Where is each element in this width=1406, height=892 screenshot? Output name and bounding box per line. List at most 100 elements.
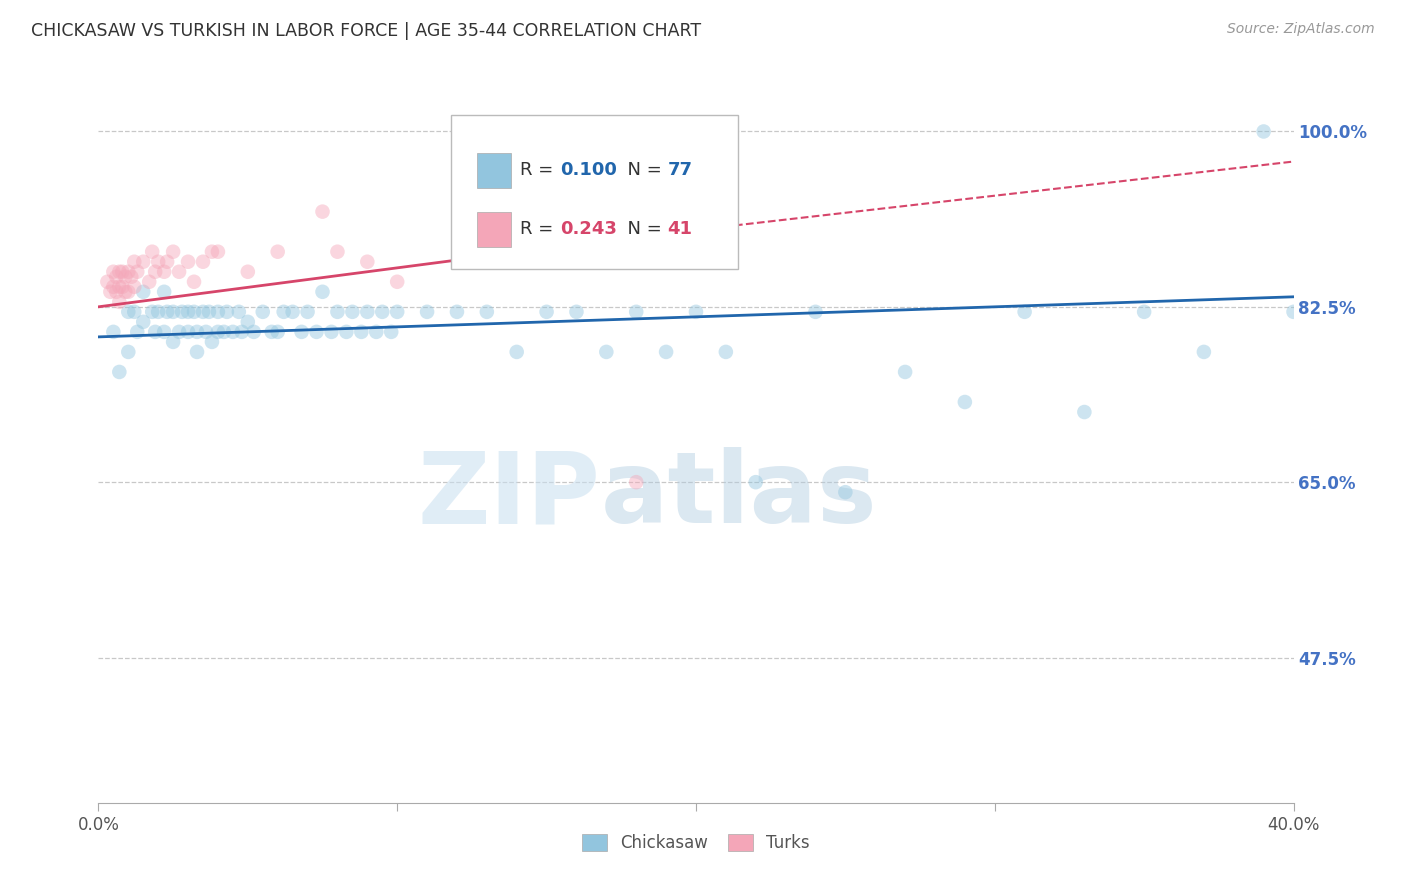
Point xyxy=(186,325,208,339)
Point xyxy=(305,325,328,339)
Point xyxy=(172,305,194,319)
Point xyxy=(132,285,155,299)
Point xyxy=(745,475,768,490)
Point xyxy=(506,345,529,359)
Point xyxy=(153,265,176,279)
Point xyxy=(117,345,139,359)
Point xyxy=(291,325,314,339)
Point xyxy=(108,265,131,279)
Point xyxy=(350,325,373,339)
Text: R =: R = xyxy=(520,219,560,237)
Text: 41: 41 xyxy=(668,219,692,237)
Point xyxy=(162,244,184,259)
Point xyxy=(183,305,205,319)
Point xyxy=(141,305,163,319)
Point xyxy=(143,265,166,279)
Point xyxy=(162,305,184,319)
Point xyxy=(475,124,498,138)
Point xyxy=(714,345,737,359)
Point xyxy=(167,265,190,279)
FancyBboxPatch shape xyxy=(477,153,510,188)
Point xyxy=(273,305,295,319)
Point xyxy=(201,334,224,349)
Point xyxy=(177,305,200,319)
Point xyxy=(105,285,128,299)
Point xyxy=(243,325,266,339)
Point xyxy=(143,325,166,339)
Point xyxy=(1014,305,1036,319)
Point xyxy=(117,285,139,299)
Point xyxy=(536,305,558,319)
Point xyxy=(162,334,184,349)
Point xyxy=(132,254,155,268)
Point xyxy=(103,265,125,279)
Point xyxy=(156,305,179,319)
Legend: Chickasaw, Turks: Chickasaw, Turks xyxy=(574,825,818,860)
Point xyxy=(1253,124,1275,138)
Point xyxy=(105,269,128,284)
Point xyxy=(108,365,131,379)
Point xyxy=(207,325,229,339)
Point xyxy=(156,254,179,268)
Point xyxy=(186,345,208,359)
Point xyxy=(326,244,349,259)
Point xyxy=(1282,305,1305,319)
Text: CHICKASAW VS TURKISH IN LABOR FORCE | AGE 35-44 CORRELATION CHART: CHICKASAW VS TURKISH IN LABOR FORCE | AG… xyxy=(31,22,702,40)
Point xyxy=(114,285,136,299)
Text: N =: N = xyxy=(616,161,668,179)
Point xyxy=(96,275,118,289)
Point xyxy=(153,325,176,339)
Point xyxy=(212,325,235,339)
Text: ZIP: ZIP xyxy=(418,447,600,544)
Point xyxy=(655,345,678,359)
Point xyxy=(894,365,917,379)
Point xyxy=(148,254,170,268)
Point xyxy=(177,325,200,339)
Point xyxy=(167,325,190,339)
Text: N =: N = xyxy=(616,219,668,237)
Point xyxy=(198,305,221,319)
Point xyxy=(120,269,142,284)
Point xyxy=(138,275,160,289)
Point xyxy=(342,305,364,319)
Text: R =: R = xyxy=(520,161,560,179)
Point xyxy=(446,305,468,319)
Point xyxy=(191,254,214,268)
Point xyxy=(111,280,134,294)
Text: 0.100: 0.100 xyxy=(560,161,617,179)
Point xyxy=(326,305,349,319)
Point xyxy=(127,265,149,279)
Point xyxy=(281,305,304,319)
Point xyxy=(371,305,394,319)
Point xyxy=(1192,345,1215,359)
Point xyxy=(114,269,136,284)
Point xyxy=(595,345,617,359)
Point xyxy=(124,280,146,294)
Point xyxy=(252,305,274,319)
Point xyxy=(356,254,378,268)
Text: 0.243: 0.243 xyxy=(560,219,617,237)
Point xyxy=(177,254,200,268)
Point xyxy=(321,325,343,339)
Point xyxy=(103,280,125,294)
Point xyxy=(297,305,319,319)
Point xyxy=(124,305,146,319)
Point xyxy=(626,305,648,319)
Point xyxy=(804,305,827,319)
Point xyxy=(685,305,707,319)
Text: 77: 77 xyxy=(668,161,692,179)
Point xyxy=(108,294,131,309)
Point xyxy=(366,325,388,339)
Point xyxy=(117,305,139,319)
Point xyxy=(236,265,259,279)
Point xyxy=(335,325,357,339)
Point xyxy=(215,305,238,319)
Point xyxy=(626,475,648,490)
Point xyxy=(267,325,290,339)
Point xyxy=(953,395,976,409)
Point xyxy=(385,275,409,289)
Point xyxy=(207,305,229,319)
Point xyxy=(385,305,409,319)
Point xyxy=(228,305,250,319)
Point xyxy=(475,305,498,319)
